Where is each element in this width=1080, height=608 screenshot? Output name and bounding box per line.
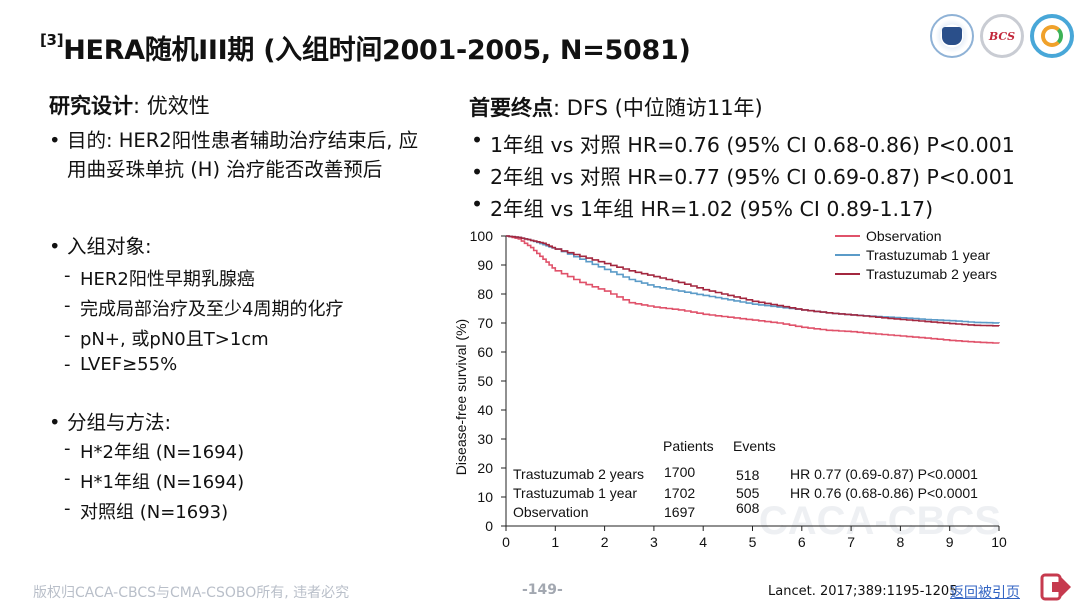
exit-arrow-icon[interactable] <box>1040 572 1072 602</box>
subject-item: pN+, 或pN0且T>1cm <box>64 325 269 351</box>
x-tick-label: 6 <box>798 534 806 550</box>
y-tick-label: 50 <box>477 373 493 389</box>
table-row-label: Observation <box>513 504 588 520</box>
legend-label: Trastuzumab 1 year <box>866 247 990 263</box>
x-tick-label: 3 <box>650 534 658 550</box>
y-tick-label: 20 <box>477 460 493 476</box>
table-row-events: 518 <box>736 467 760 483</box>
bcs-logo: BCS <box>980 14 1024 58</box>
series-line-2 <box>506 235 1000 327</box>
design-heading: 研究设计: 优效性 <box>49 94 210 118</box>
x-tick-label: 0 <box>502 534 510 550</box>
x-tick-label: 10 <box>991 534 1007 550</box>
subject-item: LVEF≥55% <box>64 354 177 375</box>
result-item: 2年组 vs 1年组 HR=1.02 (95% CI 0.89-1.17) <box>471 192 933 222</box>
x-tick-label: 9 <box>946 534 954 550</box>
group-item: 对照组 (N=1693) <box>64 498 228 524</box>
y-tick-label: 80 <box>477 286 493 302</box>
table-row-patients: 1702 <box>664 485 695 501</box>
x-tick-label: 1 <box>551 534 559 550</box>
y-axis-label: Disease-free survival (%) <box>453 319 469 475</box>
title-text: HERA随机III期 (入组时间2001-2005, N=5081) <box>63 35 691 66</box>
table-row-events: 608 <box>736 500 760 516</box>
y-tick-label: 0 <box>485 518 493 534</box>
table-header-events: Events <box>733 438 776 454</box>
table-row-patients: 1700 <box>664 464 695 480</box>
copyright-text: 版权归CACA-CBCS与CMA-CSOBO所有, 违者必究 <box>33 585 350 601</box>
endpoint-heading: 首要终点: DFS (中位随访11年) <box>469 96 763 120</box>
watermark-text: CACA-CBCS <box>759 499 1001 543</box>
legend: Observation Trastuzumab 1 year Trastuzumab… <box>835 228 997 282</box>
y-tick-label: 40 <box>477 402 493 418</box>
table-row-events: 505 <box>736 485 760 501</box>
y-tick-label: 30 <box>477 431 493 447</box>
y-tick-label: 70 <box>477 315 493 331</box>
result-item: 2年组 vs 对照 HR=0.77 (95% CI 0.69-0.87) P<0… <box>471 160 1015 190</box>
table-row-hr: HR 0.76 (0.68-0.86) P<0.0001 <box>790 485 978 501</box>
x-tick-label: 5 <box>749 534 757 550</box>
x-tick-label: 4 <box>699 534 707 550</box>
table-row-label: Trastuzumab 2 years <box>513 466 644 482</box>
logo-group: BCS <box>930 14 1074 58</box>
groups-heading: 分组与方法: <box>49 408 171 437</box>
citation-text: Lancet. 2017;389:1195-1205 <box>768 584 958 599</box>
subject-item: 完成局部治疗及至少4周期的化疗 <box>64 295 343 321</box>
result-item: 1年组 vs 对照 HR=0.76 (95% CI 0.68-0.86) P<0… <box>471 128 1015 158</box>
x-tick-label: 7 <box>847 534 855 550</box>
hospital-emblem-logo <box>930 14 974 58</box>
subject-item: HER2阳性早期乳腺癌 <box>64 265 255 291</box>
page-title: [3]HERA随机III期 (入组时间2001-2005, N=5081) <box>40 28 691 67</box>
table-row-hr: HR 0.77 (0.69-0.87) P<0.0001 <box>790 466 978 482</box>
y-tick-label: 90 <box>477 257 493 273</box>
group-item: H*1年组 (N=1694) <box>64 468 244 494</box>
page-number: -149- <box>522 582 563 598</box>
purpose-bullet: 目的: HER2阳性患者辅助治疗结束后, 应用曲妥珠单抗 (H) 治疗能否改善预… <box>49 126 427 184</box>
y-tick-label: 100 <box>470 228 494 244</box>
csobo-logo <box>1030 14 1074 58</box>
title-citation-sup: [3] <box>40 31 64 49</box>
km-survival-chart: CACA-CBCS Disease-free survival (%) 0102… <box>453 228 1007 550</box>
y-tick-label: 10 <box>477 489 493 505</box>
table-header-patients: Patients <box>663 438 714 454</box>
subjects-heading: 入组对象: <box>49 232 151 261</box>
back-link[interactable]: 返回被引页 <box>950 585 1020 601</box>
x-tick-label: 2 <box>601 534 609 550</box>
series-line-0 <box>506 235 1000 344</box>
series-lines <box>506 235 1000 344</box>
group-item: H*2年组 (N=1694) <box>64 438 244 464</box>
y-tick-label: 60 <box>477 344 493 360</box>
axes: 0 10 20 30 40 50 60 70 80 90 100 0 1 2 3 4 5 6 7 8 9 10 <box>470 228 1007 550</box>
x-tick-label: 8 <box>897 534 905 550</box>
legend-label: Observation <box>866 228 941 244</box>
legend-label: Trastuzumab 2 years <box>866 266 997 282</box>
table-row-patients: 1697 <box>664 504 695 520</box>
table-row-label: Trastuzumab 1 year <box>513 485 637 501</box>
risk-table: Patients Events Trastuzumab 2 years 1700 518… <box>513 438 978 520</box>
